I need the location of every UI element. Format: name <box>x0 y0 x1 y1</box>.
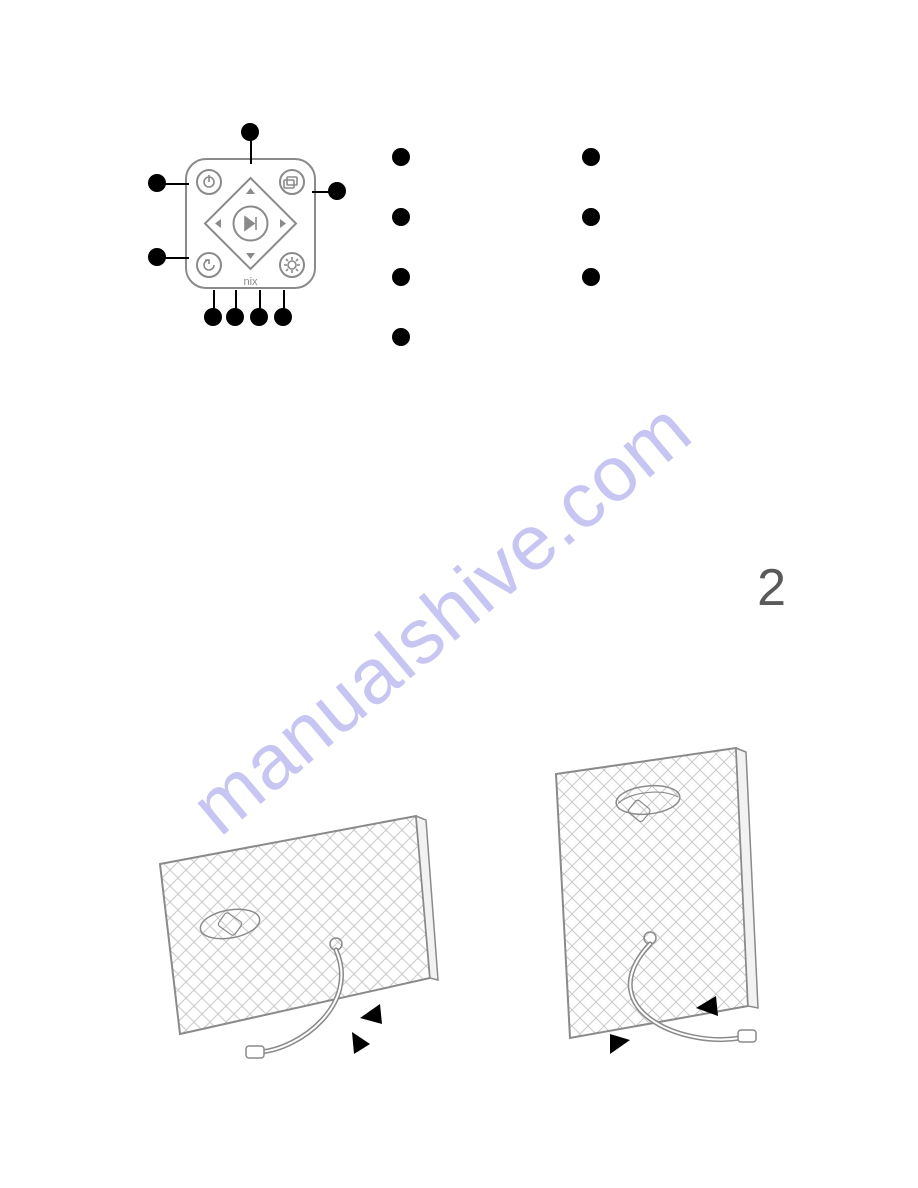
bullet-dot <box>582 148 600 166</box>
callout-dot <box>328 182 346 200</box>
right-arrow-icon <box>280 219 286 228</box>
bullet-dot <box>582 208 600 226</box>
bullet-column-right <box>582 148 600 286</box>
manual-page: manualshive.com 2 <box>0 0 918 1188</box>
up-arrow-icon <box>246 188 255 194</box>
callout-dot <box>226 308 244 326</box>
back-icon <box>204 260 214 270</box>
bullet-column-left <box>392 148 410 346</box>
leader-line <box>250 140 252 164</box>
callout-dot <box>241 123 259 141</box>
callout-dot <box>250 308 268 326</box>
settings-icon <box>284 257 300 273</box>
callout-dot <box>148 174 166 192</box>
rotate-icon <box>284 177 297 188</box>
leader-line <box>213 290 215 310</box>
bullet-dot <box>392 208 410 226</box>
remote-diagram: nix <box>183 156 318 291</box>
power-icon <box>204 175 214 187</box>
callout-dot <box>274 308 292 326</box>
leader-line <box>165 183 189 185</box>
left-arrow-icon <box>215 219 221 228</box>
bullet-dot <box>582 268 600 286</box>
arrow-icon <box>352 1004 382 1054</box>
leader-line <box>165 257 189 259</box>
frame-portrait <box>500 738 800 1098</box>
leader-line <box>235 290 237 310</box>
page-number: 2 <box>757 558 786 618</box>
callout-dot <box>204 308 222 326</box>
bullet-dot <box>392 328 410 346</box>
frame-landscape <box>130 774 460 1084</box>
bullet-dot <box>392 148 410 166</box>
bullet-dot <box>392 268 410 286</box>
down-arrow-icon <box>246 253 255 259</box>
leader-line <box>259 290 261 310</box>
frame-illustrations <box>0 748 918 1128</box>
remote-body-svg: nix <box>183 156 318 291</box>
leader-line <box>283 290 285 310</box>
play-pause-icon <box>245 217 256 230</box>
brand-text: nix <box>243 276 258 288</box>
callout-dot <box>148 248 166 266</box>
